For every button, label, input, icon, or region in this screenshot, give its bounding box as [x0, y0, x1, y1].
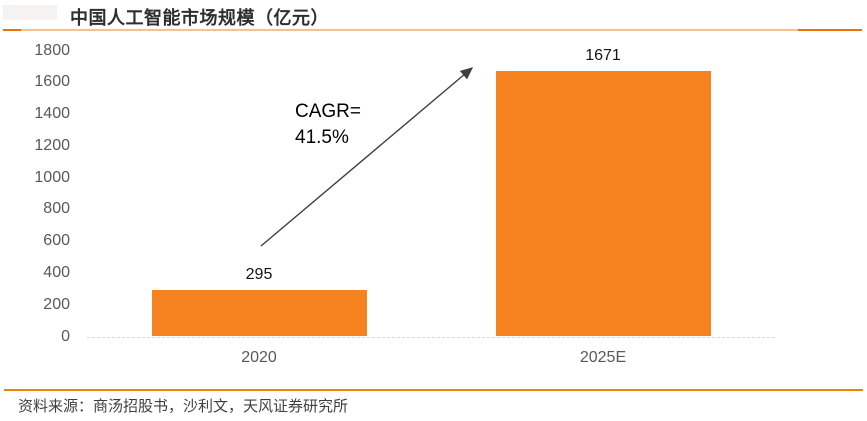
bar-value-label: 1671 — [585, 46, 621, 64]
bar-2020 — [151, 289, 367, 337]
y-axis-tick-label: 400 — [43, 263, 70, 281]
y-axis-tick-label: 1400 — [34, 105, 70, 123]
y-axis-tick-label: 1600 — [34, 73, 70, 91]
x-axis-line — [87, 336, 775, 338]
y-axis-tick-label: 0 — [61, 327, 70, 345]
page-title: 中国人工智能市场规模（亿元） — [70, 8, 329, 28]
y-axis-tick-label: 800 — [43, 200, 70, 218]
bar-2025e — [495, 70, 711, 337]
title-underline — [3, 29, 798, 31]
title-underline-left-cap — [3, 29, 21, 31]
y-axis-tick-label: 1000 — [34, 168, 70, 186]
y-axis-tick-label: 200 — [43, 295, 70, 313]
source-note: 资料来源：商汤招股书，沙利文，天风证券研究所 — [18, 398, 349, 415]
x-axis-category-label: 2025E — [579, 348, 627, 366]
y-axis-tick-label: 600 — [43, 232, 70, 250]
x-axis-category-label: 2020 — [241, 348, 277, 366]
bar-value-label: 295 — [245, 265, 273, 283]
y-axis-tick-label: 1200 — [34, 136, 70, 154]
cagr-annotation-line2: 41.5% — [295, 127, 349, 148]
y-axis-tick-label: 1800 — [34, 41, 70, 59]
title-underline-right-cap — [798, 29, 862, 31]
cagr-annotation: CAGR= 41.5% — [295, 99, 361, 151]
bottom-rule — [4, 389, 863, 391]
cagr-annotation-line1: CAGR= — [295, 101, 361, 122]
title-spacer-box — [3, 5, 57, 20]
